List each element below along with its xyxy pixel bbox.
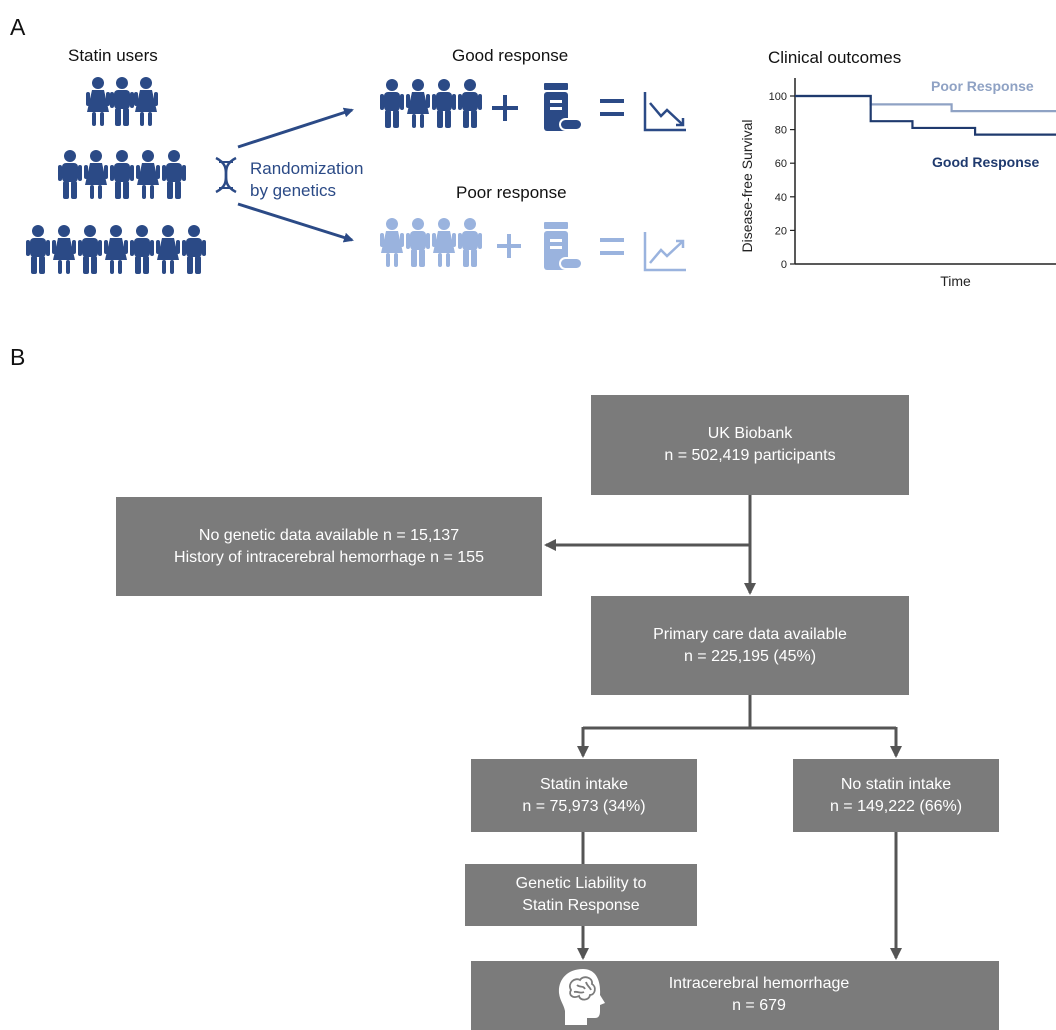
biobank-line1: UK Biobank [707, 425, 793, 442]
ich-text: Intracerebral hemorrhage n = 679 [471, 973, 999, 1017]
primary-care-box: Primary care data available n = 225,195 … [591, 596, 909, 695]
primary-care-line1: Primary care data available [653, 625, 847, 643]
good-trend-down-icon [643, 92, 686, 132]
randomization-label: Randomization by genetics [250, 158, 363, 202]
ich-line2: n = 679 [732, 997, 786, 1014]
good-equals-icon [600, 99, 624, 116]
series-label-poor-response: Poor Response [931, 78, 1034, 94]
panel-a-illustration [26, 77, 686, 274]
good-response-title: Good response [452, 46, 569, 65]
liability-line2: Statin Response [522, 897, 640, 914]
y-tick-label-20: 20 [775, 225, 787, 237]
poor-plus-icon [497, 234, 521, 258]
statin-line1: Statin intake [539, 775, 629, 793]
poor-response-title: Poor response [456, 183, 567, 202]
primary-care-line2: n = 225,195 (45%) [683, 647, 817, 665]
clinical-outcomes-title: Clinical outcomes [768, 48, 902, 67]
biobank-box: UK Biobank n = 502,419 participants [591, 395, 909, 495]
randomization-line1: Randomization [250, 159, 364, 178]
ich-line1: Intracerebral hemorrhage [668, 975, 850, 992]
arrow-to-good-response [237, 107, 354, 149]
statin-users-title: Statin users [68, 46, 158, 65]
y-axis-label: Disease-free Survival [740, 119, 755, 252]
exclusion-line1: No genetic data available n = 15,137 [198, 526, 460, 544]
genetic-liability-box: Genetic Liability to Statin Response [465, 864, 697, 926]
randomization-line2: by genetics [250, 181, 336, 200]
liability-line1: Genetic Liability to [515, 875, 647, 892]
ich-box: Intracerebral hemorrhage n = 679 [471, 961, 999, 1030]
statin-intake-box: Statin intake n = 75,973 (34%) [471, 759, 697, 832]
no-statin-intake-box: No statin intake n = 149,222 (66%) [793, 759, 999, 832]
poor-equals-icon [600, 238, 624, 255]
poor-trend-up-icon [643, 232, 686, 272]
exclusion-line2: History of intracerebral hemorrhage n = … [174, 548, 484, 566]
brain-head-icon [558, 969, 605, 1025]
biobank-line2: n = 502,419 participants [664, 447, 836, 464]
panel-a-label: A [10, 14, 26, 40]
no-statin-line1: No statin intake [840, 775, 952, 793]
panel-b-label: B [10, 344, 26, 370]
good-plus-icon [492, 95, 518, 121]
no-statin-line2: n = 149,222 (66%) [829, 797, 963, 815]
arrow-to-poor-response [237, 202, 354, 243]
survival-chart: 0 20 40 60 80 100 Disease-free Survival Time Poo… [740, 78, 1056, 289]
series-label-good-response: Good Response [932, 154, 1040, 170]
dna-icon [215, 156, 237, 194]
exclusion-box: No genetic data available n = 15,137 His… [116, 497, 542, 596]
x-axis-label: Time [940, 273, 971, 289]
y-tick-label-100: 100 [769, 91, 787, 103]
y-tick-label-0: 0 [781, 259, 787, 271]
y-tick-label-80: 80 [775, 125, 787, 137]
y-tick-label-60: 60 [775, 158, 787, 170]
series-line-good-response [795, 94, 1056, 136]
y-tick-label-40: 40 [775, 192, 787, 204]
statin-line2: n = 75,973 (34%) [522, 797, 646, 815]
